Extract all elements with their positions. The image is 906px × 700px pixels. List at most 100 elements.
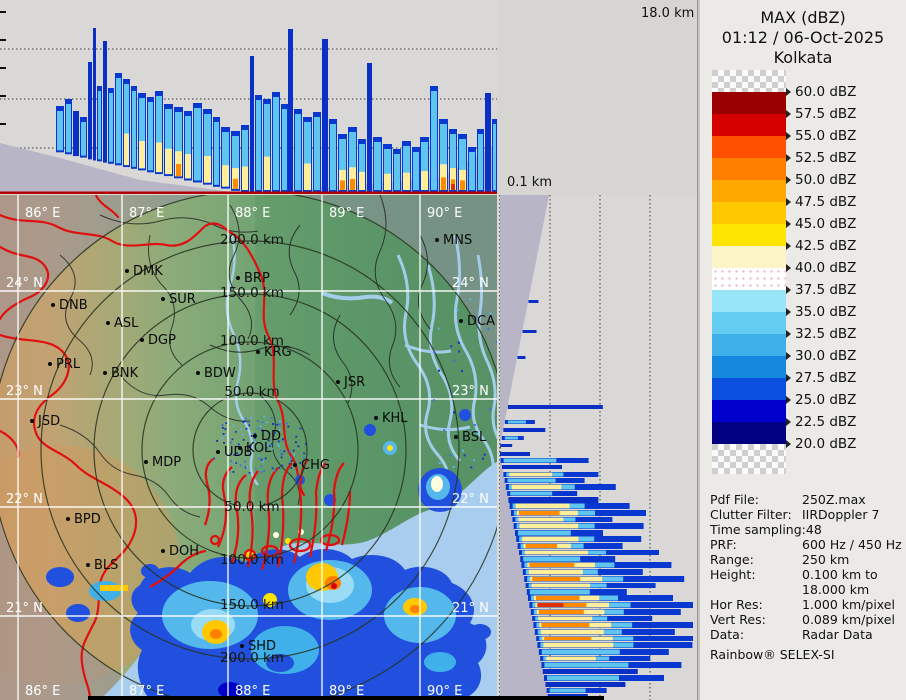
legend-swatch xyxy=(712,158,786,180)
city-label: BLS xyxy=(94,558,118,573)
map-labels: 86° E 86° E 87° E 87° E 88° E 88° E 89° E 89° E… xyxy=(6,206,495,699)
legend-swatch xyxy=(712,246,786,268)
legend-tick-arrow xyxy=(786,220,791,228)
legend-tick-arrow xyxy=(786,198,791,206)
metadata-value: 0.100 km to 18.000 km xyxy=(802,567,878,597)
product-metadata: Pdf File: 250Z.max Clutter Filter: IIRDoppl… xyxy=(710,492,906,662)
max-height-label: 18.0 km xyxy=(641,6,695,21)
legend-swatch xyxy=(712,268,786,290)
city-label: UDB xyxy=(224,445,252,460)
legend-label: 20.0 dBZ xyxy=(786,436,856,452)
city-label: BSL xyxy=(462,430,487,445)
legend-tick-arrow xyxy=(786,352,791,360)
city-label: KOL xyxy=(246,441,272,456)
metadata-label: Data: xyxy=(710,627,745,642)
legend-tick-arrow xyxy=(786,330,791,338)
legend-swatch xyxy=(712,136,786,158)
legend-label: 45.0 dBZ xyxy=(786,216,856,232)
radar-echoes xyxy=(46,409,491,700)
right-profile-canvas xyxy=(499,195,693,700)
svg-text:21° N: 21° N xyxy=(6,601,43,616)
svg-text:50.0 km: 50.0 km xyxy=(224,384,279,400)
city-label: JSD xyxy=(37,414,60,429)
right-profile-bars xyxy=(500,300,693,698)
metadata-value: 250 km xyxy=(802,552,850,567)
legend-label: 55.0 dBZ xyxy=(786,128,856,144)
min-height-label: 0.1 km xyxy=(507,175,552,190)
metadata-value: 1.000 km/pixel xyxy=(802,597,895,612)
legend-swatch xyxy=(712,92,786,114)
metadata-row: Time sampling: 48 xyxy=(710,522,906,537)
metadata-label: Time sampling: xyxy=(710,522,806,537)
legend-tick-arrow xyxy=(786,286,791,294)
svg-text:90° E: 90° E xyxy=(427,206,462,221)
legend-tick-arrow xyxy=(786,110,791,118)
legend-label: 37.5 dBZ xyxy=(786,282,856,298)
legend-tick-arrow xyxy=(786,418,791,426)
legend-panel: MAX (dBZ) 01:12 / 06-Oct-2025 Kolkata 60… xyxy=(700,0,906,700)
legend-tick-arrow xyxy=(786,176,791,184)
svg-text:150.0 km: 150.0 km xyxy=(220,597,284,613)
city-label: ASL xyxy=(114,316,139,331)
city-label: DNB xyxy=(59,298,88,313)
city-label: SHD xyxy=(248,639,276,654)
legend-swatch xyxy=(712,224,786,246)
metadata-label: Hor Res: xyxy=(710,597,763,612)
metadata-row: Data: Radar Data xyxy=(710,627,906,642)
city-label: JSR xyxy=(343,375,365,390)
legend-tick-arrow xyxy=(786,242,791,250)
svg-text:23° N: 23° N xyxy=(452,384,489,399)
city-label: KHL xyxy=(382,411,408,426)
svg-text:86° E: 86° E xyxy=(25,684,60,699)
legend-swatch xyxy=(712,334,786,356)
city-label: PRL xyxy=(56,357,81,372)
city-label: DD xyxy=(261,429,281,444)
station-name: Kolkata xyxy=(773,48,833,67)
product-datetime: 01:12 / 06-Oct-2025 xyxy=(721,28,885,47)
city-label: DOH xyxy=(169,544,199,559)
city-label: DGP xyxy=(148,333,176,348)
legend-tick-arrow xyxy=(786,440,791,448)
legend-swatch xyxy=(712,356,786,378)
metadata-value: 48 xyxy=(805,522,822,537)
metadata-row: Range: 250 km xyxy=(710,552,906,567)
svg-text:24° N: 24° N xyxy=(452,276,489,291)
legend-swatch xyxy=(712,290,786,312)
latlon-grid xyxy=(0,195,500,700)
legend-label: 35.0 dBZ xyxy=(786,304,856,320)
profile-baseline xyxy=(0,191,497,194)
metadata-row: PRF: 600 Hz / 450 Hz xyxy=(710,537,906,552)
metadata-value: 250Z.max xyxy=(802,492,866,507)
svg-text:22° N: 22° N xyxy=(6,492,43,507)
legend-swatch xyxy=(712,202,786,224)
svg-text:23° N: 23° N xyxy=(6,384,43,399)
metadata-row: Height: 0.100 km to 18.000 km xyxy=(710,567,906,597)
svg-text:200.0 km: 200.0 km xyxy=(220,650,284,666)
legend-swatch xyxy=(712,378,786,400)
legend-header: MAX (dBZ) 01:12 / 06-Oct-2025 Kolkata xyxy=(700,8,906,68)
right-height-profile-panel xyxy=(497,195,697,700)
legend-swatch xyxy=(712,400,786,422)
metadata-value: Radar Data xyxy=(802,627,873,642)
city-label: CHG xyxy=(301,458,330,473)
svg-text:87° E: 87° E xyxy=(129,206,164,221)
city-label: SUR xyxy=(169,292,196,307)
legend-tick-arrow xyxy=(786,88,791,96)
legend-label: 60.0 dBZ xyxy=(786,84,856,100)
legend-label: 50.0 dBZ xyxy=(786,172,856,188)
metadata-label: PRF: xyxy=(710,537,737,552)
legend-label: 22.5 dBZ xyxy=(786,414,856,430)
svg-text:88° E: 88° E xyxy=(235,206,270,221)
legend-tick-arrow xyxy=(786,132,791,140)
city-label: MNS xyxy=(443,233,472,248)
legend-tick-arrow xyxy=(786,396,791,404)
svg-text:22° N: 22° N xyxy=(452,492,489,507)
top-profile-canvas xyxy=(0,11,497,194)
legend-tick-arrow xyxy=(786,154,791,162)
svg-text:24° N: 24° N xyxy=(6,276,43,291)
legend-swatch xyxy=(712,312,786,334)
legend-label: 52.5 dBZ xyxy=(786,150,856,166)
